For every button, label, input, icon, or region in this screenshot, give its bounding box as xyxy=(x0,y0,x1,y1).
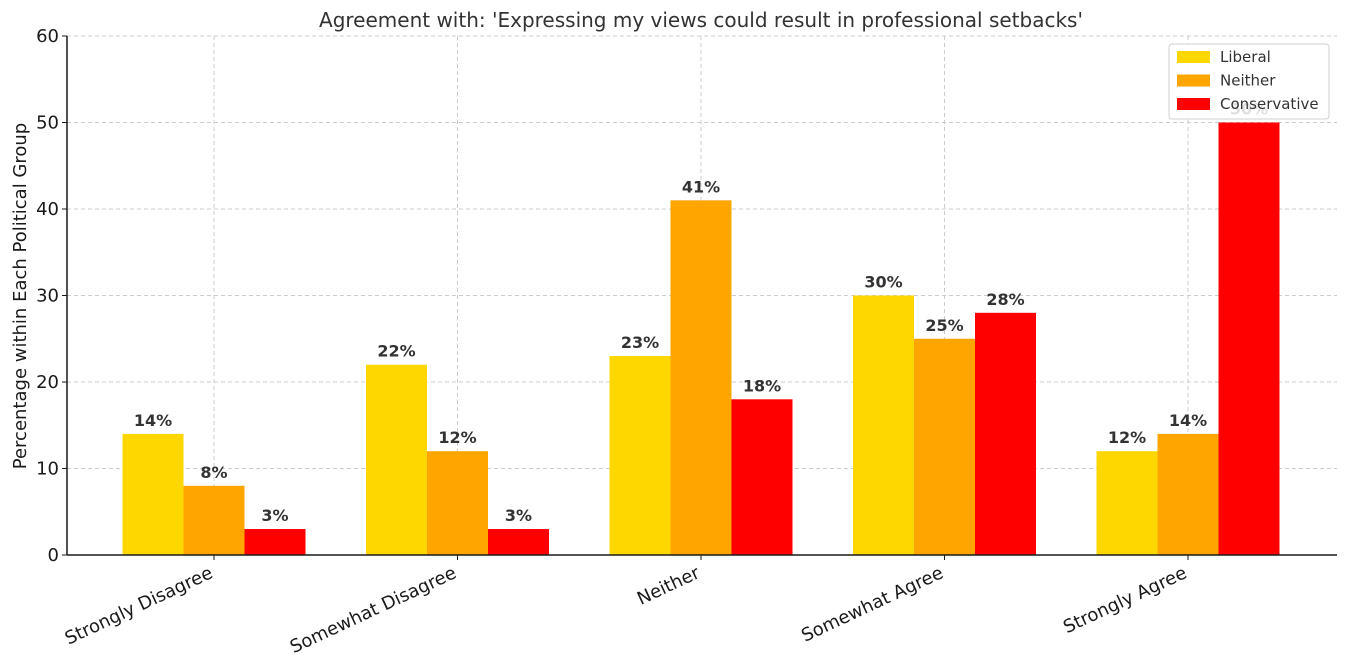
x-tick-label: Neither xyxy=(634,562,704,609)
bar-value-label: 3% xyxy=(505,506,532,525)
bar-value-label: 23% xyxy=(621,333,659,352)
bar xyxy=(914,338,975,555)
bar-value-label: 14% xyxy=(1169,411,1207,430)
x-tick-labels: Strongly Disagree Somewhat Disagree Neithe… xyxy=(62,555,1190,658)
y-tick-label: 10 xyxy=(36,459,59,480)
bar-value-label: 25% xyxy=(925,316,963,335)
x-tick-label: Strongly Agree xyxy=(1060,562,1190,637)
legend-label: Liberal xyxy=(1220,48,1271,66)
x-tick-label: Strongly Disagree xyxy=(62,562,216,649)
y-tick-label: 60 xyxy=(36,26,59,47)
bar xyxy=(488,529,549,555)
bar-value-label: 12% xyxy=(1108,428,1146,447)
bar xyxy=(853,295,914,555)
bar xyxy=(731,399,793,555)
bar xyxy=(122,433,184,555)
bar xyxy=(1096,451,1158,555)
bar xyxy=(1218,122,1280,555)
bar-value-label: 18% xyxy=(743,376,781,395)
chart-title: Agreement with: 'Expressing my views cou… xyxy=(319,8,1083,32)
legend: Liberal Neither Conservative xyxy=(1168,43,1330,120)
bar-value-label: 3% xyxy=(261,506,288,525)
bar xyxy=(366,364,427,555)
bar xyxy=(1157,433,1219,555)
bar-value-label: 12% xyxy=(438,428,476,447)
y-tick-label: 30 xyxy=(36,286,59,307)
bar-value-label: 14% xyxy=(134,411,172,430)
bar xyxy=(609,356,671,555)
y-tick-label: 40 xyxy=(36,199,59,220)
legend-swatch xyxy=(1177,74,1210,87)
x-tick-label: Somewhat Disagree xyxy=(287,562,460,657)
bar-value-label: 22% xyxy=(377,342,415,361)
y-tick-labels: 0 10 20 30 40 50 60 xyxy=(36,26,67,566)
bar-value-label: 41% xyxy=(682,177,720,196)
legend-swatch xyxy=(1177,51,1210,63)
bar xyxy=(427,451,488,555)
y-axis-label: Percentage within Each Political Group xyxy=(10,123,31,469)
legend-label: Conservative xyxy=(1220,95,1319,113)
bar xyxy=(670,200,732,555)
bar xyxy=(244,529,306,555)
legend-swatch xyxy=(1177,98,1210,110)
bar xyxy=(975,312,1036,555)
legend-label: Neither xyxy=(1220,72,1276,90)
y-tick-label: 50 xyxy=(36,113,59,134)
x-tick-label: Somewhat Agree xyxy=(798,562,946,646)
bar-value-label: 30% xyxy=(864,273,902,292)
bar-value-label: 8% xyxy=(200,463,227,482)
bar-value-label: 28% xyxy=(986,290,1024,309)
bar xyxy=(183,485,245,555)
bars-group xyxy=(122,122,1280,555)
y-tick-label: 0 xyxy=(48,545,59,566)
y-tick-label: 20 xyxy=(36,372,59,393)
